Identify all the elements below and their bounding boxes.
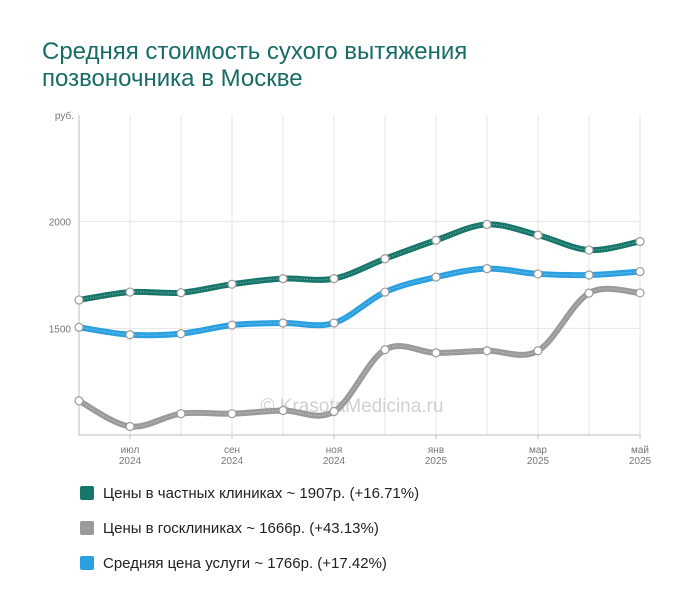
data-point — [482, 264, 492, 274]
y-axis-unit: руб. — [55, 110, 74, 122]
x-tick-label: сен 2024 — [221, 445, 244, 467]
y-tick-label: 2000 — [49, 218, 72, 229]
data-point — [227, 320, 237, 330]
series-line-texture — [78, 268, 641, 336]
y-tick-label: 1500 — [49, 324, 72, 335]
legend-swatch-public — [80, 521, 94, 535]
data-point — [482, 219, 492, 230]
legend-item-private[interactable]: Цены в частных клиниках ~ 1907р. (+16.71… — [80, 484, 419, 502]
data-point — [278, 318, 288, 328]
legend-swatch-private — [80, 486, 94, 500]
legend-label: Цены в частных клиниках — [103, 484, 283, 502]
data-point — [74, 322, 84, 332]
data-point — [74, 396, 84, 406]
chart-legend: Цены в частных клиниках ~ 1907р. (+16.71… — [80, 484, 419, 589]
data-point — [176, 329, 186, 339]
data-point — [176, 288, 186, 298]
series-line — [76, 221, 643, 303]
line-chart: руб. 1500 2000 июл 2024 сен 2024 ноя 2024 янв 2025… — [49, 110, 652, 467]
data-point — [278, 405, 288, 416]
data-point — [533, 269, 543, 279]
series-line — [76, 265, 643, 339]
legend-label: Цены в госклиниках — [103, 519, 243, 537]
legend-item-average[interactable]: Средняя цена услуги ~ 1766р. (+17.42%) — [80, 554, 419, 572]
data-point — [380, 287, 390, 297]
data-point — [584, 288, 594, 298]
data-point — [533, 346, 543, 356]
x-tick-label: янв 2025 — [425, 445, 448, 467]
data-point — [329, 318, 339, 328]
data-point — [227, 409, 237, 419]
data-point — [278, 274, 288, 284]
x-tick-label: мар 2025 — [527, 445, 550, 467]
x-tick-label: июл 2024 — [119, 445, 142, 467]
legend-item-public[interactable]: Цены в госклиниках ~ 1666р. (+43.13%) — [80, 519, 419, 537]
data-point — [431, 348, 441, 358]
data-point — [125, 287, 135, 297]
data-point — [584, 245, 594, 255]
watermark: © KrasotaMedicina.ru — [261, 396, 444, 417]
legend-summary: ~ 1907р. (+16.71%) — [286, 484, 420, 502]
data-point — [380, 254, 390, 264]
data-point — [635, 236, 645, 247]
data-point — [533, 230, 543, 240]
x-tick-label: ноя 2024 — [323, 445, 346, 467]
x-tick-label: май 2025 — [629, 445, 652, 467]
data-point — [635, 288, 645, 298]
data-point — [227, 279, 237, 289]
data-point — [431, 272, 441, 282]
data-point — [482, 346, 492, 356]
chart-title: Средняя стоимость сухого вытяжения позво… — [42, 38, 468, 92]
data-point — [329, 406, 339, 417]
data-point — [125, 330, 135, 340]
data-point — [329, 274, 339, 284]
legend-label: Средняя цена услуги — [103, 554, 251, 572]
legend-summary: ~ 1666р. (+43.13%) — [246, 519, 379, 537]
data-point — [125, 421, 135, 432]
data-point — [635, 266, 645, 277]
data-point — [584, 270, 594, 280]
data-point — [431, 235, 441, 245]
legend-summary: ~ 1766р. (+17.42%) — [254, 554, 387, 572]
series-line-texture — [78, 223, 641, 301]
data-point — [74, 295, 84, 305]
legend-swatch-average — [80, 556, 94, 570]
data-point — [380, 345, 390, 355]
data-point — [176, 409, 186, 419]
